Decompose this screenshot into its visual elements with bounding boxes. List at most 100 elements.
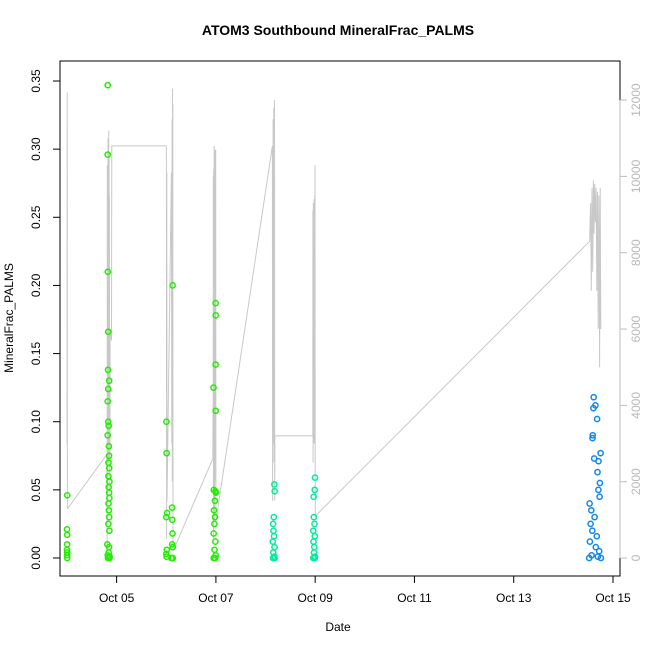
y-tick-label: 0.35: [29, 69, 43, 93]
data-point: [63, 551, 71, 559]
data-point: [590, 393, 598, 401]
data-point: [597, 449, 604, 457]
data-point: [63, 491, 71, 499]
data-point: [311, 520, 318, 528]
data-point: [105, 422, 113, 430]
data-point: [588, 527, 596, 535]
data-point: [269, 538, 277, 545]
data-point: [271, 487, 279, 495]
data-point: [210, 506, 218, 514]
data-point: [169, 282, 176, 289]
data-point: [595, 547, 603, 555]
data-point: [105, 506, 113, 514]
data-point: [104, 385, 112, 393]
y2-tick-label: 4000: [629, 392, 643, 419]
data-point: [162, 513, 170, 521]
data-point: [104, 328, 112, 336]
data-point: [269, 520, 277, 528]
y2-tick-label: 10000: [629, 159, 643, 193]
data-point: [270, 532, 278, 540]
data-point: [63, 531, 71, 539]
data-point: [212, 489, 220, 496]
data-point: [212, 299, 219, 307]
data-point: [104, 431, 112, 439]
y-tick-label: 0.15: [29, 342, 43, 366]
data-point: [211, 513, 219, 521]
data-point: [210, 530, 218, 537]
data-point: [105, 500, 112, 507]
plot-frame: [59, 60, 621, 577]
x-tick-label: Oct 07: [198, 591, 234, 605]
data-point: [311, 486, 319, 494]
y-tick-label: 0.25: [29, 205, 43, 229]
data-point: [211, 520, 218, 528]
data-point: [310, 543, 318, 551]
data-point: [104, 366, 112, 374]
y2-tick-label: 12000: [629, 83, 643, 117]
data-point: [163, 509, 171, 517]
data-point: [597, 554, 605, 562]
data-point: [586, 538, 594, 545]
y-axis-right: 0 2000 4000 6000 8000 10000 12000: [619, 83, 643, 561]
data-point: [586, 500, 593, 507]
data-point: [63, 541, 71, 548]
points-layer: [63, 81, 605, 562]
data-point: [212, 407, 220, 415]
x-axis-label: Date: [325, 620, 351, 634]
data-point: [211, 497, 219, 505]
data-point: [270, 527, 277, 535]
data-point: [104, 397, 112, 405]
data-point: [310, 493, 317, 501]
data-point: [271, 554, 279, 562]
y2-tick-label: 6000: [629, 315, 643, 342]
data-point: [593, 415, 601, 423]
data-point: [596, 479, 604, 487]
x-tick-label: Oct 05: [99, 591, 135, 605]
secondary-line-layer: [66, 88, 602, 551]
data-point: [169, 530, 176, 537]
y2-tick-label: 0: [629, 554, 643, 561]
data-point: [594, 468, 601, 476]
data-point: [163, 449, 170, 457]
data-point: [168, 516, 176, 524]
data-point: [595, 457, 602, 465]
data-point: [596, 493, 603, 501]
data-point: [105, 464, 113, 472]
y-axis-label: MineralFrac_PALMS: [2, 263, 16, 373]
chart-title: ATOM3 Southbound MineralFrac_PALMS: [202, 22, 474, 38]
data-point: [163, 546, 171, 554]
y2-tick-label: 8000: [629, 239, 643, 266]
data-point: [591, 513, 598, 521]
data-point: [210, 384, 217, 391]
y-tick-label: 0.20: [29, 273, 43, 297]
data-point: [590, 404, 597, 412]
data-point: [105, 513, 113, 521]
data-point: [105, 442, 113, 450]
data-point: [310, 513, 318, 521]
data-point: [106, 527, 113, 535]
data-point: [105, 452, 113, 460]
x-axis: Oct 05 Oct 07 Oct 09 Oct 11 Oct 13 Oct 15: [99, 575, 631, 605]
data-point: [587, 520, 594, 528]
data-point: [104, 418, 112, 426]
data-point: [169, 554, 177, 562]
x-tick-label: Oct 15: [595, 591, 631, 605]
data-point: [106, 554, 113, 562]
data-point: [105, 377, 113, 385]
data-point: [163, 418, 170, 426]
data-point: [311, 474, 319, 481]
data-point: [212, 538, 219, 545]
data-point: [589, 434, 596, 442]
data-point: [168, 504, 176, 511]
data-point: [593, 532, 601, 540]
y2-tick-label: 2000: [629, 468, 643, 495]
x-tick-label: Oct 11: [397, 591, 432, 605]
data-point: [271, 543, 278, 551]
data-point: [169, 543, 177, 551]
y-axis-left: 0.00 0.05 0.10 0.15 0.20 0.25 0.30 0.35: [29, 69, 61, 570]
data-point: [212, 312, 220, 319]
data-point: [595, 486, 602, 494]
data-point: [311, 532, 319, 540]
x-tick-label: Oct 13: [496, 591, 532, 605]
